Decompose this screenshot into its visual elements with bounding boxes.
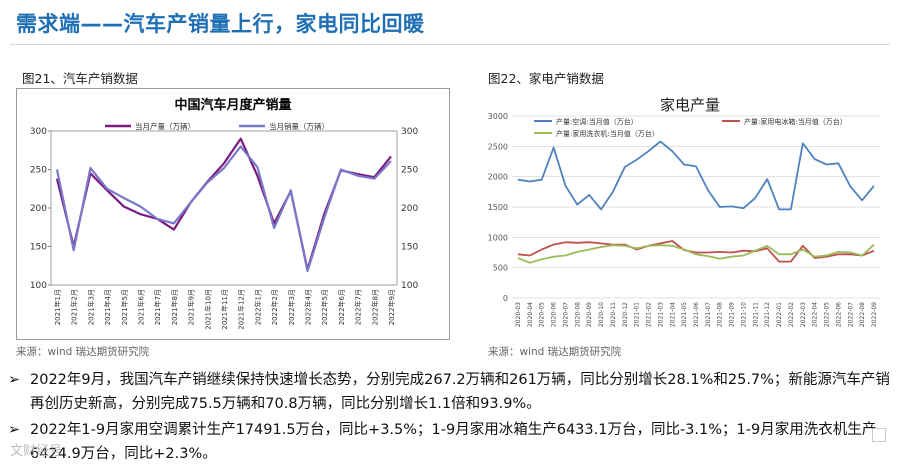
x-tick-label: 2020-09 bbox=[586, 302, 593, 327]
x-tick-label: 2022-01 bbox=[776, 302, 783, 327]
x-tick-label: 2021-06 bbox=[693, 302, 700, 327]
series-line-2 bbox=[517, 243, 875, 264]
watermark: 文财经号 bbox=[10, 444, 63, 459]
x-tick-label: 2022年3月 bbox=[287, 289, 296, 325]
y-tick-label: 3000 bbox=[488, 112, 508, 121]
x-tick-label: 2021年6月 bbox=[137, 289, 146, 325]
figure-22-caption: 图22、家电产销数据 bbox=[488, 71, 604, 86]
y-tick-left: 150 bbox=[30, 243, 47, 253]
y-tick-label: 1500 bbox=[488, 203, 508, 212]
legend-label-1: 当月销量（万辆） bbox=[269, 121, 329, 131]
x-tick-label: 2022年7月 bbox=[354, 289, 363, 325]
x-tick-label: 2021年12月 bbox=[237, 289, 246, 330]
y-tick-label: 1000 bbox=[488, 233, 508, 242]
y-tick-left: 100 bbox=[30, 281, 47, 291]
x-tick-label: 2020-05 bbox=[539, 302, 546, 327]
x-tick-label: 2022年4月 bbox=[304, 289, 313, 325]
x-tick-label: 2020-04 bbox=[527, 302, 534, 327]
bullet-arrow-icon: ➢ bbox=[8, 422, 21, 438]
slide-title: 需求端——汽车产销量上行，家电同比回暖 bbox=[16, 12, 425, 36]
x-tick-label: 2022-07 bbox=[847, 302, 854, 327]
series-line-0 bbox=[55, 137, 392, 271]
series-line-0 bbox=[517, 140, 875, 211]
y-tick-right: 150 bbox=[401, 243, 418, 253]
x-tick-label: 2020-11 bbox=[610, 302, 617, 327]
series-line-1 bbox=[55, 145, 392, 273]
y-tick-right: 250 bbox=[401, 166, 418, 176]
title-divider bbox=[10, 44, 890, 45]
y-tick-label: 0 bbox=[503, 294, 508, 303]
x-tick-label: 2022-03 bbox=[800, 302, 807, 327]
y-tick-right: 100 bbox=[401, 281, 418, 291]
x-tick-label: 2021-08 bbox=[717, 302, 724, 327]
legend-label-2: 产量:家用洗衣机:当月值（万台） bbox=[556, 129, 659, 138]
x-tick-label: 2022-02 bbox=[788, 302, 795, 327]
y-tick-left: 250 bbox=[30, 166, 47, 176]
chart-title: 家电产量 bbox=[660, 96, 720, 114]
figure-22-source: 来源：wind 瑞达期货研究院 bbox=[488, 346, 622, 358]
x-tick-label: 2020-12 bbox=[622, 302, 629, 327]
x-tick-label: 2021-11 bbox=[752, 302, 759, 327]
legend-label-0: 产量:空调:当月值（万台） bbox=[556, 117, 638, 126]
x-tick-label: 2022年5月 bbox=[320, 289, 329, 325]
x-tick-label: 2022年2月 bbox=[270, 289, 279, 325]
chart-title: 中国汽车月度产销量 bbox=[174, 97, 291, 113]
series-line-1 bbox=[517, 240, 875, 263]
bullet-appliance-text: 2022年1-9月家用空调累计生产17491.5万台，同比+3.5%；1-9月家… bbox=[30, 422, 877, 462]
figure-21-source: 来源：wind 瑞达期货研究院 bbox=[16, 346, 150, 358]
x-tick-label: 2021-07 bbox=[705, 302, 712, 327]
appliance-chart: 家电产量 0 500 1000 1500 2000 2500 3000 2020-03 2020-… bbox=[488, 96, 880, 327]
y-tick-right: 200 bbox=[401, 204, 418, 214]
x-tick-label: 2022年6月 bbox=[337, 289, 346, 325]
x-tick-label: 2020-08 bbox=[574, 302, 581, 327]
legend-label-0: 当月产量（万辆） bbox=[135, 121, 195, 131]
x-tick-label: 2021-09 bbox=[729, 302, 736, 327]
x-tick-label: 2020-07 bbox=[562, 302, 569, 327]
appliance-chart-frame: 家电产量 0 500 1000 1500 2000 2500 3000 2020-03 2020-… bbox=[482, 88, 886, 338]
y-tick-left: 200 bbox=[30, 204, 47, 214]
x-tick-label: 2020-06 bbox=[551, 302, 558, 327]
legend-label-1: 产量:家用电冰箱:当月值（万台） bbox=[744, 117, 847, 126]
x-tick-label: 2022年8月 bbox=[370, 289, 379, 325]
x-tick-label: 2021年1月 bbox=[53, 289, 62, 325]
bullet-auto-text: 2022年9月，我国汽车产销继续保持快速增长态势，分别完成267.2万辆和261… bbox=[30, 372, 890, 412]
x-tick-label: 2020-10 bbox=[598, 302, 605, 327]
x-tick-label: 2022-05 bbox=[824, 302, 831, 327]
y-tick-label: 2500 bbox=[488, 142, 508, 151]
x-tick-label: 2022-06 bbox=[835, 302, 842, 327]
plot-area bbox=[50, 130, 398, 286]
x-tick-label: 2021年7月 bbox=[153, 289, 162, 325]
x-tick-label: 2021-01 bbox=[634, 302, 641, 327]
expand-icon[interactable] bbox=[872, 428, 886, 442]
x-tick-label: 2022年9月 bbox=[387, 289, 396, 325]
x-tick-label: 2021-04 bbox=[669, 302, 676, 327]
x-tick-label: 2022年1月 bbox=[253, 289, 262, 325]
x-tick-label: 2021年9月 bbox=[187, 289, 196, 325]
x-tick-label: 2021年8月 bbox=[170, 289, 179, 325]
y-tick-label: 500 bbox=[493, 264, 508, 273]
x-tick-label: 2021年4月 bbox=[103, 289, 112, 325]
x-tick-label: 2021年2月 bbox=[70, 289, 79, 325]
y-tick-left: 300 bbox=[30, 127, 47, 137]
x-tick-label: 2021年11月 bbox=[220, 289, 229, 330]
x-tick-label: 2022-04 bbox=[812, 302, 819, 327]
auto-chart: 中国汽车月度产销量 100 100 150 150 200 200 250 250 300 300 2… bbox=[30, 97, 419, 330]
y-tick-label: 2000 bbox=[488, 173, 508, 182]
x-tick-label: 2020-03 bbox=[515, 302, 522, 327]
x-tick-label: 2021-03 bbox=[657, 302, 664, 327]
x-tick-label: 2021年3月 bbox=[86, 289, 95, 325]
x-tick-label: 2022-09 bbox=[871, 302, 878, 327]
x-tick-label: 2021年10月 bbox=[203, 289, 212, 330]
x-tick-label: 2021-02 bbox=[646, 302, 653, 327]
x-tick-label: 2021年5月 bbox=[120, 289, 129, 325]
x-tick-label: 2021-10 bbox=[740, 302, 747, 327]
x-tick-label: 2021-05 bbox=[681, 302, 688, 327]
figure-21-caption: 图21、汽车产销数据 bbox=[22, 71, 138, 86]
x-tick-label: 2022-08 bbox=[859, 302, 866, 327]
auto-chart-frame: 中国汽车月度产销量 100 100 150 150 200 200 250 250 300 300 2… bbox=[16, 88, 450, 340]
y-tick-right: 300 bbox=[401, 127, 418, 137]
bullet-arrow-icon: ➢ bbox=[8, 372, 21, 388]
x-tick-label: 2021-12 bbox=[764, 302, 771, 327]
